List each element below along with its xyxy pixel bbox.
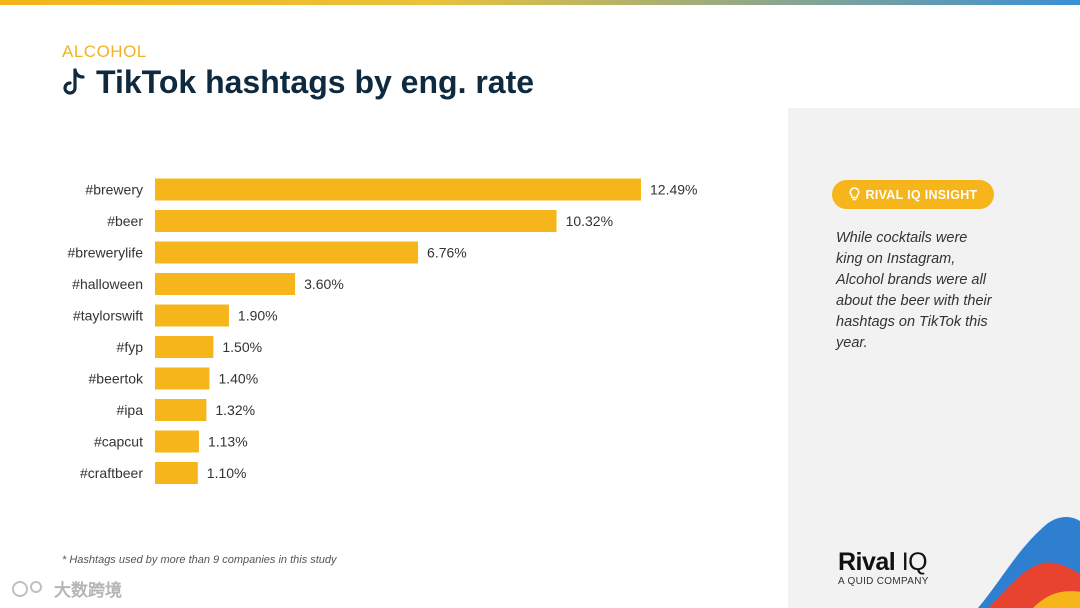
category-label: #halloween xyxy=(72,276,143,292)
bar xyxy=(155,178,641,201)
watermark-icon xyxy=(12,580,42,597)
data-label: 1.90% xyxy=(238,308,278,324)
bar xyxy=(155,210,557,232)
category-label: ALCOHOL xyxy=(62,42,147,61)
bar xyxy=(155,241,419,264)
logo-brand: Rival xyxy=(838,548,896,576)
page-title: TikTok hashtags by eng. rate xyxy=(62,64,534,101)
insight-label: RIVAL IQ INSIGHT xyxy=(865,187,978,202)
decorative-wave xyxy=(978,517,1080,608)
logo-brand-suffix: IQ xyxy=(901,548,928,576)
data-label: 1.13% xyxy=(208,434,248,450)
category-label: #brewerylife xyxy=(68,245,144,261)
footnote: * Hashtags used by more than 9 companies… xyxy=(62,554,337,566)
bar-chart: #brewery 12.49% #beer 10.32% #brewerylife 6.7… xyxy=(68,178,697,484)
category-label: #craftbeer xyxy=(80,465,143,481)
bar xyxy=(155,399,207,421)
bar xyxy=(155,304,229,327)
category-label: #beer xyxy=(107,213,143,229)
category-label: #taylorswift xyxy=(73,308,143,324)
top-accent-bar xyxy=(0,0,1080,5)
category-label: #capcut xyxy=(94,434,143,450)
bar xyxy=(155,462,198,484)
data-label: 3.60% xyxy=(304,276,344,292)
insight-panel: RIVAL IQ INSIGHT While cocktails were ki… xyxy=(788,108,1080,608)
data-label: 1.40% xyxy=(218,371,258,387)
insight-text: While cocktails were king on Instagram, … xyxy=(836,230,992,351)
category-label: #ipa xyxy=(117,402,144,418)
data-label: 10.32% xyxy=(566,213,613,229)
logo-tagline: A QUID COMPANY xyxy=(838,576,929,587)
data-label: 1.32% xyxy=(215,402,255,418)
bar xyxy=(155,367,210,390)
bar xyxy=(155,273,296,295)
tiktok-icon xyxy=(63,67,85,95)
category-label: #fyp xyxy=(117,339,144,355)
data-label: 6.76% xyxy=(427,245,467,261)
data-label: 1.50% xyxy=(222,339,262,355)
watermark-text: 大数跨境 xyxy=(54,581,122,600)
bar xyxy=(155,430,199,453)
lightbulb-icon xyxy=(849,187,859,201)
category-label: #brewery xyxy=(85,182,143,198)
data-label: 12.49% xyxy=(650,182,697,198)
data-label: 1.10% xyxy=(207,465,247,481)
title-text: TikTok hashtags by eng. rate xyxy=(96,64,535,100)
bar xyxy=(155,336,214,358)
category-label: #beertok xyxy=(89,371,144,387)
watermark: 大数跨境 xyxy=(10,576,122,601)
insight-badge: RIVAL IQ INSIGHT xyxy=(832,180,994,209)
company-logo: Rival IQ A QUID COMPANY xyxy=(838,548,929,587)
